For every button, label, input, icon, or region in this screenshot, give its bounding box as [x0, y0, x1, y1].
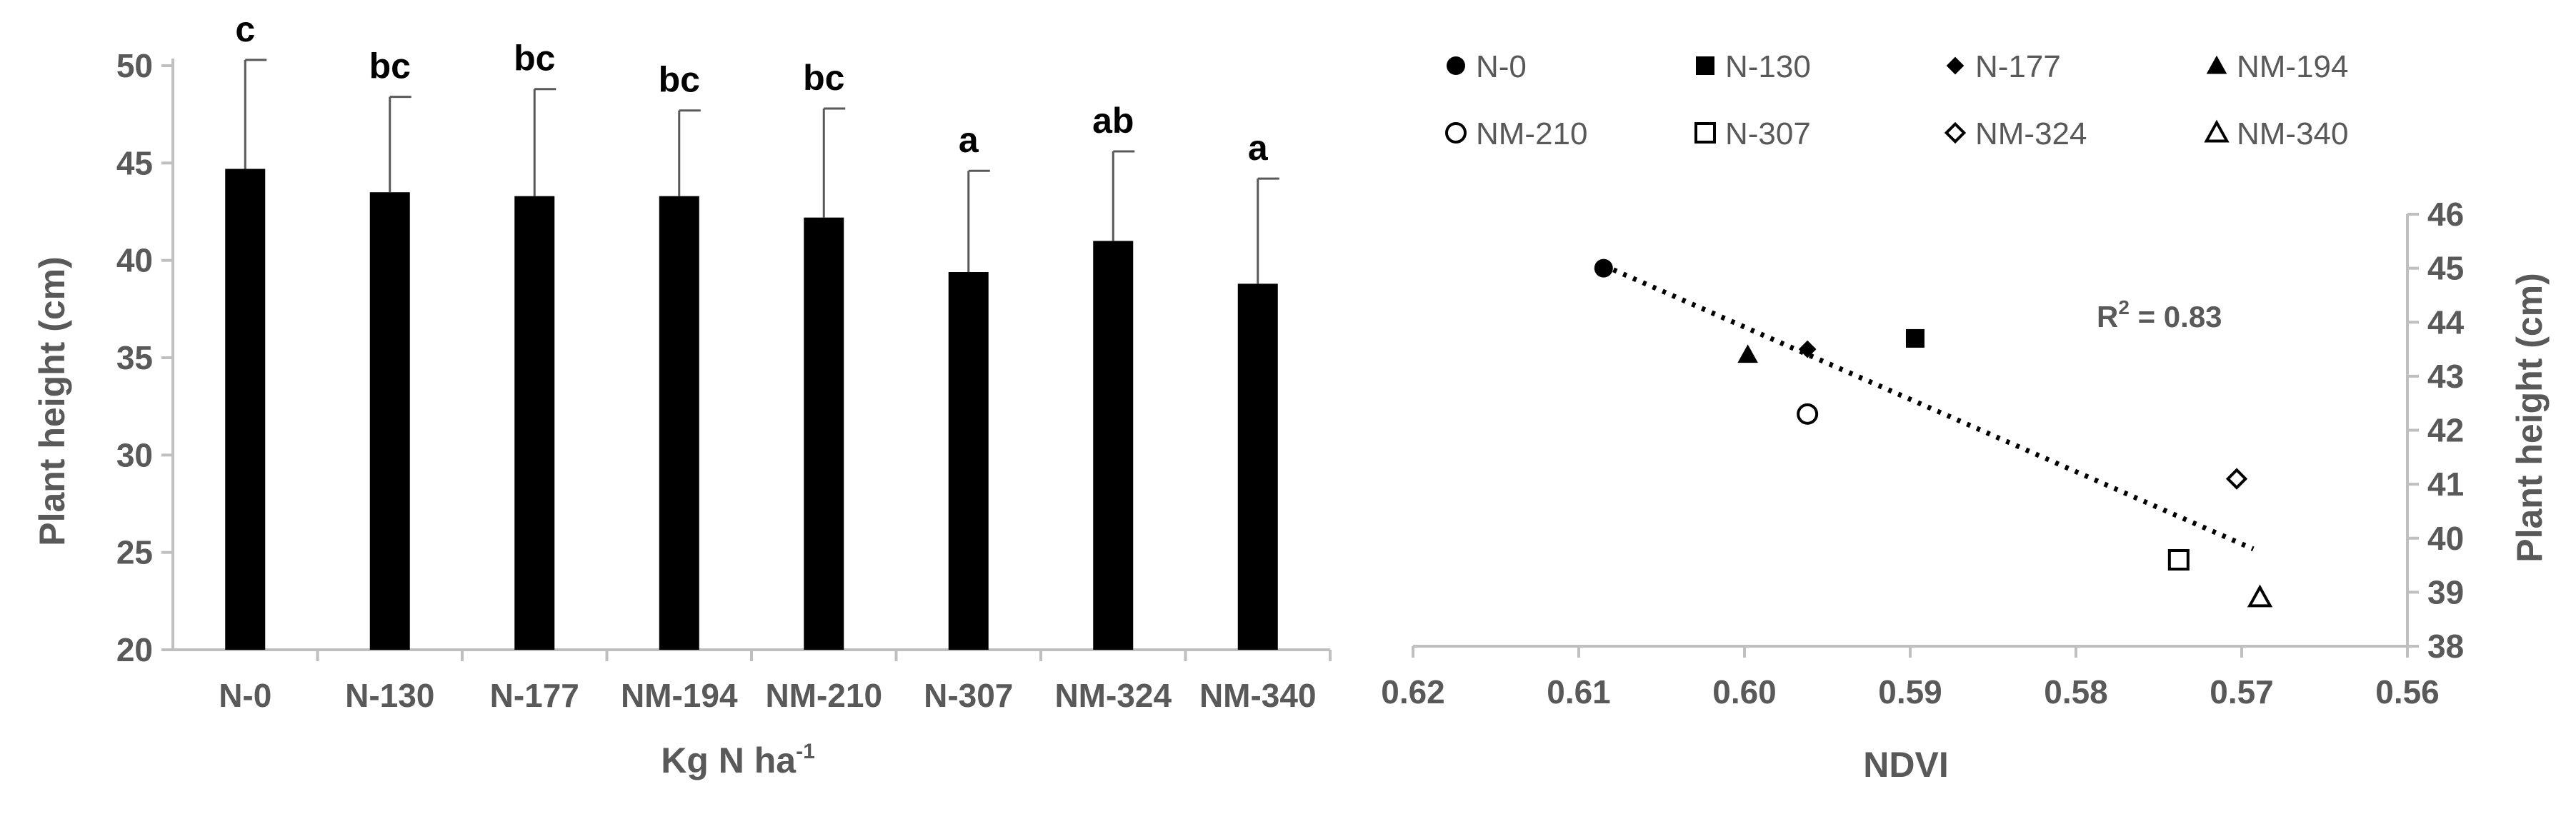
- scatter-chart-y-tick-label: 41: [2427, 466, 2464, 503]
- bar-n-0: [225, 169, 266, 650]
- scatter-chart-y-tick-label: 40: [2427, 520, 2464, 557]
- significance-letter: ab: [1092, 101, 1134, 141]
- legend-label-n-130: N-130: [1725, 49, 1811, 84]
- significance-letter: c: [235, 9, 255, 49]
- bar-chart-x-tick-label: NM-210: [765, 677, 882, 714]
- scatter-chart-y-tick-label: 42: [2427, 412, 2464, 449]
- bar-chart-y-tick-label: 45: [116, 144, 153, 181]
- scatter-chart-x-tick-label: 0.61: [1547, 673, 1611, 710]
- legend-marker-n-177: [1946, 56, 1965, 75]
- significance-letter: a: [959, 120, 979, 160]
- bar-chart-x-tick-label: N-177: [490, 677, 579, 714]
- legend-label-nm-340: NM-340: [2237, 116, 2349, 151]
- scatter-chart-y-tick-label: 45: [2427, 250, 2464, 287]
- bar-chart-x-tick-label: NM-194: [621, 677, 738, 714]
- scatter-chart-y-tick-label: 44: [2427, 303, 2465, 341]
- bar-chart-x-axis-title-sup: -1: [796, 740, 815, 763]
- scatter-chart-axes: [1413, 214, 2409, 648]
- scatter-chart: N-0 N-130 N-177 NM-194 NM-210 N-307 NM-324 NM-3…: [1381, 49, 2550, 785]
- bar-chart-y-tick-label: 40: [116, 242, 153, 279]
- legend-marker-nm-340: [2204, 119, 2230, 143]
- legend-label-n-307: N-307: [1725, 116, 1811, 151]
- significance-letter: bc: [514, 39, 555, 79]
- scatter-chart-x-tick-label: 0.60: [1712, 673, 1777, 710]
- scatter-chart-y-tick-label: 43: [2427, 358, 2464, 395]
- bar-chart-x-tick-label: NM-324: [1054, 677, 1172, 714]
- legend-marker-n-130: [1696, 56, 1714, 75]
- legend-marker-nm-194: [2206, 55, 2227, 74]
- scatter-chart-y-tick-label: 38: [2427, 628, 2464, 665]
- significance-letter: bc: [369, 46, 411, 86]
- bar-nm-210: [804, 217, 844, 650]
- point-nm-210: [1797, 403, 1819, 425]
- bar-chart-x-tick-label: N-130: [345, 677, 434, 714]
- legend-label-nm-324: NM-324: [1975, 116, 2087, 151]
- scatter-chart-r2-annotation: R2 = 0.83: [2097, 296, 2222, 333]
- scatter-chart-x-tick-label: 0.56: [2375, 673, 2440, 710]
- bar-chart-y-axis-title: Plant height (cm): [32, 256, 72, 546]
- scatter-chart-x-tick-label: 0.57: [2210, 673, 2274, 710]
- point-n-130: [1905, 328, 1924, 348]
- bar-n-130: [369, 192, 410, 650]
- scatter-chart-y-tick-label: 39: [2427, 573, 2464, 610]
- legend-marker-nm-324: [1944, 121, 1967, 144]
- legend-label-n-177: N-177: [1975, 49, 2061, 84]
- point-n-0: [1594, 258, 1613, 278]
- point-nm-194: [1737, 344, 1758, 363]
- scatter-chart-points: [1594, 258, 2273, 608]
- scatter-chart-y-tick-label: 46: [2427, 196, 2464, 233]
- point-nm-340: [2247, 584, 2273, 608]
- r2-sup: 2: [2118, 296, 2130, 318]
- scatter-chart-x-tick-label: 0.59: [1878, 673, 1942, 710]
- legend-marker-nm-210: [1445, 122, 1467, 144]
- bar-chart-bars: c bc bc bc bc a ab a: [225, 9, 1279, 650]
- bar-n-307: [948, 272, 989, 650]
- bar-chart-y-tick-label: 30: [116, 436, 153, 473]
- bar-nm-324: [1093, 241, 1134, 650]
- significance-letter: a: [1248, 128, 1269, 168]
- scatter-chart-x-tick-label: 0.62: [1381, 673, 1445, 710]
- r2-main: R: [2097, 300, 2118, 333]
- scatter-chart-x-tick-label: 0.58: [2044, 673, 2108, 710]
- bar-chart-y-tick-label: 20: [116, 631, 153, 668]
- legend-label-nm-210: NM-210: [1476, 116, 1588, 151]
- scatter-chart-y-ticks: 38 39 40 41 42 43 44 45 46: [2407, 196, 2465, 665]
- scatter-chart-x-ticks: 0.62 0.61 0.60 0.59 0.58 0.57 0.56: [1381, 646, 2440, 710]
- bar-chart-y-ticks: 20 25 30 35 40 45 50: [116, 47, 173, 668]
- significance-letter: bc: [803, 58, 844, 98]
- bar-chart-x-ticks: N-0 N-130 N-177 NM-194 NM-210 N-307 NM-324 NM-3…: [219, 650, 1332, 714]
- r2-rest: = 0.83: [2130, 300, 2222, 333]
- significance-letter: bc: [659, 60, 700, 100]
- legend-label-nm-194: NM-194: [2237, 49, 2349, 84]
- scatter-chart-x-axis-title: NDVI: [1863, 745, 1948, 785]
- bar-nm-194: [659, 196, 699, 650]
- legend-marker-n-307: [1694, 122, 1716, 144]
- scatter-chart-y-axis-title: Plant height (cm): [2510, 273, 2550, 563]
- legend-marker-n-0: [1447, 56, 1465, 75]
- point-n-177: [1798, 340, 1817, 358]
- bar-chart: 20 25 30 35 40 45 50 c bc bc bc bc a ab a N-0 N-130 N-1…: [32, 9, 1332, 780]
- bar-nm-340: [1237, 283, 1278, 650]
- bar-chart-x-axis-title: Kg N ha-1: [661, 740, 815, 780]
- bar-n-177: [514, 196, 555, 650]
- scatter-chart-trendline: [1602, 263, 2255, 552]
- bar-chart-y-tick-label: 35: [116, 339, 153, 376]
- point-n-307: [2167, 549, 2190, 571]
- point-nm-324: [2225, 468, 2248, 490]
- bar-chart-x-axis-title-main: Kg N ha: [661, 740, 797, 780]
- bar-chart-axes: [171, 59, 1330, 651]
- bar-chart-y-tick-label: 25: [116, 534, 153, 571]
- bar-chart-x-tick-label: N-0: [219, 677, 271, 714]
- bar-chart-y-tick-label: 50: [116, 47, 153, 84]
- scatter-chart-legend: N-0 N-130 N-177 NM-194 NM-210 N-307 NM-324 NM-3…: [1445, 49, 2349, 151]
- bar-chart-x-tick-label: N-307: [924, 677, 1013, 714]
- bar-chart-x-tick-label: NM-340: [1199, 677, 1317, 714]
- legend-label-n-0: N-0: [1476, 49, 1527, 84]
